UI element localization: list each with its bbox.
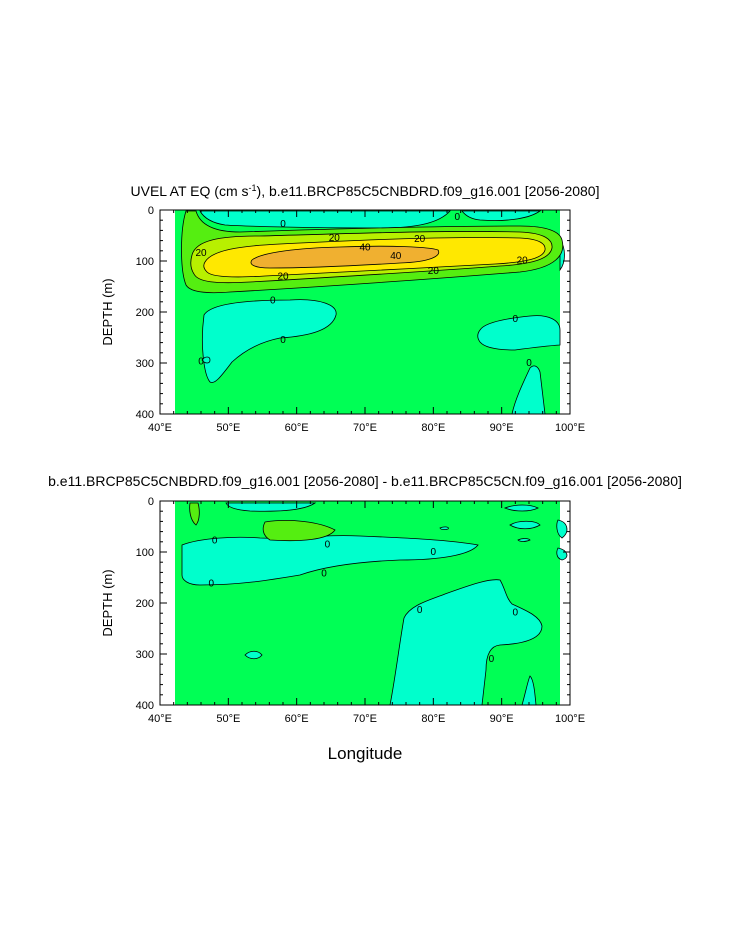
panel2-cyan-surface [225,502,317,512]
x-tick-label: 60°E [285,713,309,725]
x-tick-label: 50°E [216,422,240,434]
contour-label: 0 [280,219,286,230]
contour-label: 0 [212,535,218,546]
panel2-cyan-ne2 [509,520,541,530]
panel1-cyan-deep-bottom [511,365,546,415]
panel1-ticks: 40°E 50°E 60°E 70°E 80°E 90°E 100°E01002003004… [136,205,585,434]
panel1-cyan-deep-west [202,299,337,383]
contour-label: 0 [489,654,495,665]
panel1-cyan-tiny [201,356,211,364]
panel1-band-40 [250,245,440,269]
panel2-title: b.e11.BRCP85C5CNBDRD.f09_g16.001 [2056-2… [48,473,682,489]
contour-label: 20 [195,248,207,259]
panel2-cyan-deep-east [389,579,543,706]
panel2-cyan-bottom [521,675,537,706]
x-tick-label: 40°E [148,422,172,434]
contour-label: 20 [329,233,341,244]
panel2-cyan-ne1 [503,504,539,512]
panel1-title: UVEL AT EQ (cm s-1), b.e11.BRCP85C5CNBDR… [131,183,600,199]
y-tick-label: 300 [136,649,154,661]
panel2-contour-labels: 0 0 0 0 0 0 0 0 [208,535,519,665]
contour-label: 20 [428,266,440,277]
contour-label: 0 [513,314,519,325]
contour-label: 0 [321,568,327,579]
x-tick-label: 100°E [555,422,585,434]
y-tick-label: 300 [136,358,154,370]
panel1-mask-right [560,388,568,414]
panel1-cyan-deep-east [477,315,561,351]
panel2-lightgreen-patch [262,520,336,542]
contour-label: 20 [414,234,426,245]
contour-label: 0 [280,335,286,346]
contour-label: 40 [359,243,371,254]
y-tick-label: 200 [136,598,154,610]
x-axis-label: Longitude [328,744,403,763]
y-tick-label: 0 [148,205,154,217]
top-contour-panel: UVEL AT EQ (cm s-1), b.e11.BRCP85C5CNBDR… [100,183,599,434]
x-tick-label: 70°E [353,713,377,725]
contour-label: 20 [277,271,289,282]
panel2-mask-right [560,680,568,705]
y-tick-label: 400 [136,700,154,712]
x-tick-label: 70°E [353,422,377,434]
panel2-cyan-small2 [517,538,531,542]
contour-label: 0 [270,295,276,306]
contour-label: 0 [208,579,214,590]
x-tick-label: 40°E [148,713,172,725]
x-tick-label: 90°E [490,713,514,725]
x-tick-label: 60°E [285,422,309,434]
contour-label: 0 [513,608,519,619]
contour-label: 40 [390,251,402,262]
y-tick-label: 400 [136,409,154,421]
contour-label: 0 [417,605,423,616]
panel1-cyan-surface-west [199,210,451,229]
panel1-contour-labels: 0 0 20 20 40 40 20 20 20 20 0 0 0 0 0 [195,212,532,369]
panel2-cyan-small [439,526,449,531]
x-tick-label: 50°E [216,713,240,725]
panel2-cyan-deep-small [244,650,263,660]
panel2-filled-contours [160,501,568,706]
panel2-cyan-right2 [556,547,568,561]
panel1-cyan-surface-east [461,210,542,221]
x-tick-label: 90°E [490,422,514,434]
y-tick-label: 100 [136,256,154,268]
contour-label: 0 [526,358,532,369]
panel2-cyan-right1 [556,519,568,539]
x-tick-label: 80°E [421,713,445,725]
panel1-filled-contours [160,210,568,415]
y-tick-label: 0 [148,496,154,508]
contour-label: 0 [431,547,437,558]
bottom-contour-panel: b.e11.BRCP85C5CNBDRD.f09_g16.001 [2056-2… [48,473,682,763]
y-tick-label: 100 [136,547,154,559]
x-tick-label: 80°E [421,422,445,434]
panel2-y-axis-label: DEPTH (m) [100,569,115,636]
panel2-lightgreen-surface [189,502,200,526]
contour-label: 0 [325,539,331,550]
panel2-ticks: 40°E 50°E 60°E 70°E 80°E 90°E 100°E 0 100 200 300 4… [136,496,585,725]
panel1-y-axis-label: DEPTH (m) [100,278,115,345]
contour-label: 20 [517,255,529,266]
x-tick-label: 100°E [555,713,585,725]
contour-label: 0 [454,212,460,223]
y-tick-label: 200 [136,307,154,319]
contour-label: 0 [198,356,204,367]
